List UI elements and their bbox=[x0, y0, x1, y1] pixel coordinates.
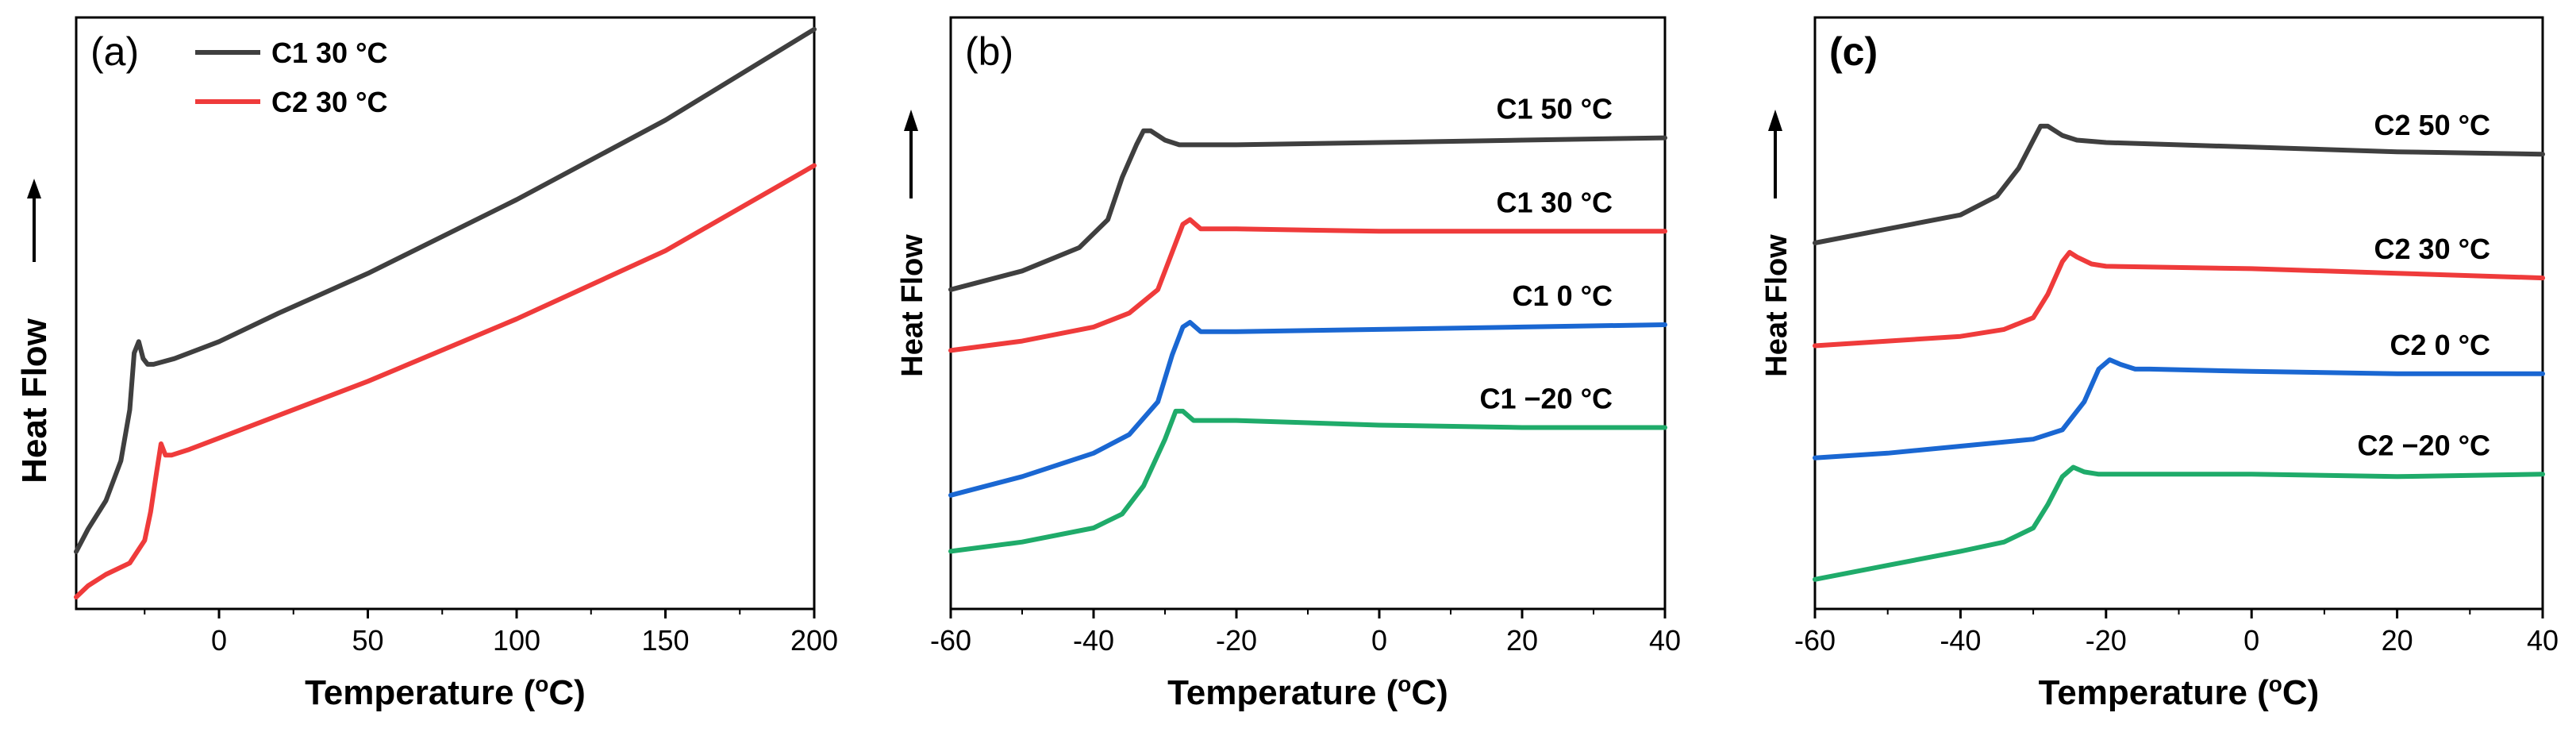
x-ticks-c: -60 -40 -20 0 20 40 bbox=[1794, 609, 2559, 657]
arrowhead-a bbox=[27, 179, 41, 198]
x-axis-title-a-suffix: C) bbox=[548, 673, 585, 712]
x-axis-title-b: Temperature (oC) bbox=[1167, 672, 1448, 712]
series-lines-b bbox=[948, 128, 1667, 554]
panel-label-a: (a) bbox=[90, 29, 139, 74]
x-tick-label: 40 bbox=[1649, 624, 1681, 657]
x-ticks-a: 0 50 100 150 200 bbox=[144, 609, 838, 657]
x-tick-label: -40 bbox=[1073, 624, 1114, 657]
series-line-c2-0-c bbox=[1813, 357, 2545, 460]
x-axis-title-a-text: Temperature ( bbox=[305, 673, 535, 712]
legend-label-c1-30: C1 30 °C bbox=[271, 37, 387, 69]
series-label-c2-0-c: C2 0 °C bbox=[2390, 329, 2490, 361]
x-tick-label: 0 bbox=[1371, 624, 1387, 657]
arrowhead-b bbox=[904, 110, 918, 131]
panel-label-c: (c) bbox=[1829, 29, 1878, 74]
series-line-c1-50-c bbox=[948, 128, 1667, 292]
plot-frame-a bbox=[75, 16, 816, 611]
x-axis-title-a-sup: o bbox=[535, 672, 548, 696]
arrowhead-c bbox=[1768, 110, 1782, 131]
x-tick-label: 150 bbox=[641, 624, 689, 657]
x-axis-title-c-text: Temperature ( bbox=[2039, 673, 2269, 712]
x-tick-label: -20 bbox=[1216, 624, 1257, 657]
x-tick-label: -60 bbox=[930, 624, 971, 657]
series-lines-a bbox=[74, 26, 817, 600]
legend-a: C1 30 °C C2 30 °C bbox=[195, 37, 387, 118]
series-label-c1-30-c: C1 30 °C bbox=[1497, 186, 1613, 218]
x-ticks-b: -60 -40 -20 0 20 40 bbox=[930, 609, 1681, 657]
series-label-c1-50-c: C1 50 °C bbox=[1497, 93, 1613, 125]
x-tick-label: -20 bbox=[2086, 624, 2127, 657]
series-line-c1-30-c bbox=[948, 217, 1667, 353]
x-axis-title-b-sup: o bbox=[1398, 672, 1411, 696]
series-line-c1-0-c bbox=[948, 320, 1667, 498]
series-label-c2-50-c: C2 50 °C bbox=[2374, 109, 2490, 141]
y-axis-title-c: Heat Flow bbox=[1760, 234, 1794, 377]
series-line-c2-50-c bbox=[1813, 123, 2545, 245]
x-axis-title-b-text: Temperature ( bbox=[1167, 673, 1398, 712]
panel-c: -60 -40 -20 0 20 40 (c) C2 50 °C C2 30 °C C2 0 … bbox=[1760, 16, 2559, 712]
x-axis-title-c-suffix: C) bbox=[2282, 673, 2319, 712]
x-tick-label: 20 bbox=[1506, 624, 1538, 657]
panel-b: -60 -40 -20 0 20 40 (b) C1 50 °C C1 30 °C C1 0 … bbox=[896, 16, 1681, 712]
series-line-c1-30-c bbox=[74, 26, 817, 554]
series-line-c2-30-c bbox=[1813, 249, 2545, 349]
series-labels-c: C2 50 °C C2 30 °C C2 0 °C C2 −20 °C bbox=[2358, 109, 2490, 461]
series-line-c2-30-c bbox=[74, 163, 817, 600]
x-tick-label: -60 bbox=[1794, 624, 1836, 657]
series-label-c2-20-c: C2 −20 °C bbox=[2358, 429, 2490, 461]
panel-label-b: (b) bbox=[965, 29, 1013, 74]
x-tick-label: 0 bbox=[2243, 624, 2259, 657]
x-tick-label: -40 bbox=[1940, 624, 1981, 657]
series-label-c2-30-c: C2 30 °C bbox=[2374, 233, 2490, 265]
series-lines-c bbox=[1813, 123, 2545, 582]
panel-a: 0 50 100 150 200 (a) C1 30 °C C2 30 °C Tempe… bbox=[15, 16, 838, 712]
x-axis-title-b-suffix: C) bbox=[1411, 673, 1448, 712]
x-tick-label: 20 bbox=[2382, 624, 2413, 657]
series-line-c1-20-c bbox=[948, 408, 1667, 554]
series-labels-b: C1 50 °C C1 30 °C C1 0 °C C1 −20 °C bbox=[1480, 93, 1613, 415]
series-label-c1-0-c: C1 0 °C bbox=[1513, 279, 1613, 312]
x-tick-label: 40 bbox=[2527, 624, 2559, 657]
x-axis-title-a: Temperature (oC) bbox=[305, 672, 586, 712]
x-tick-label: 100 bbox=[493, 624, 540, 657]
series-line-c2-20-c bbox=[1813, 464, 2545, 582]
legend-label-c2-30: C2 30 °C bbox=[271, 86, 387, 118]
x-axis-title-c: Temperature (oC) bbox=[2039, 672, 2320, 712]
x-tick-label: 0 bbox=[211, 624, 227, 657]
y-axis-title-b: Heat Flow bbox=[896, 234, 929, 377]
series-label-c1-20-c: C1 −20 °C bbox=[1480, 382, 1613, 414]
x-tick-label: 200 bbox=[790, 624, 838, 657]
y-axis-title-a: Heat Flow bbox=[15, 318, 54, 484]
x-tick-label: 50 bbox=[352, 624, 383, 657]
x-axis-title-c-sup: o bbox=[2269, 672, 2282, 696]
